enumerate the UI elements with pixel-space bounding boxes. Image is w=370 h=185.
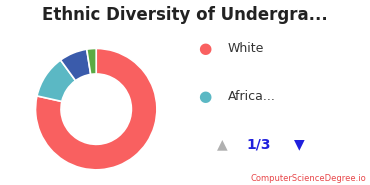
Text: ComputerScienceDegree.io: ComputerScienceDegree.io <box>250 174 366 183</box>
Wedge shape <box>61 49 91 81</box>
Text: ●: ● <box>198 41 211 56</box>
Text: ▲: ▲ <box>217 137 227 151</box>
Text: ▼: ▼ <box>295 137 305 151</box>
Text: White: White <box>228 42 264 55</box>
Text: ●: ● <box>198 89 211 104</box>
Wedge shape <box>87 48 96 74</box>
Text: Ethnic Diversity of Undergra...: Ethnic Diversity of Undergra... <box>42 6 328 23</box>
Wedge shape <box>36 48 157 170</box>
Text: Africa...: Africa... <box>228 90 275 103</box>
Text: 1/3: 1/3 <box>247 137 271 151</box>
Text: 78.5%: 78.5% <box>91 117 128 127</box>
Wedge shape <box>37 60 75 102</box>
